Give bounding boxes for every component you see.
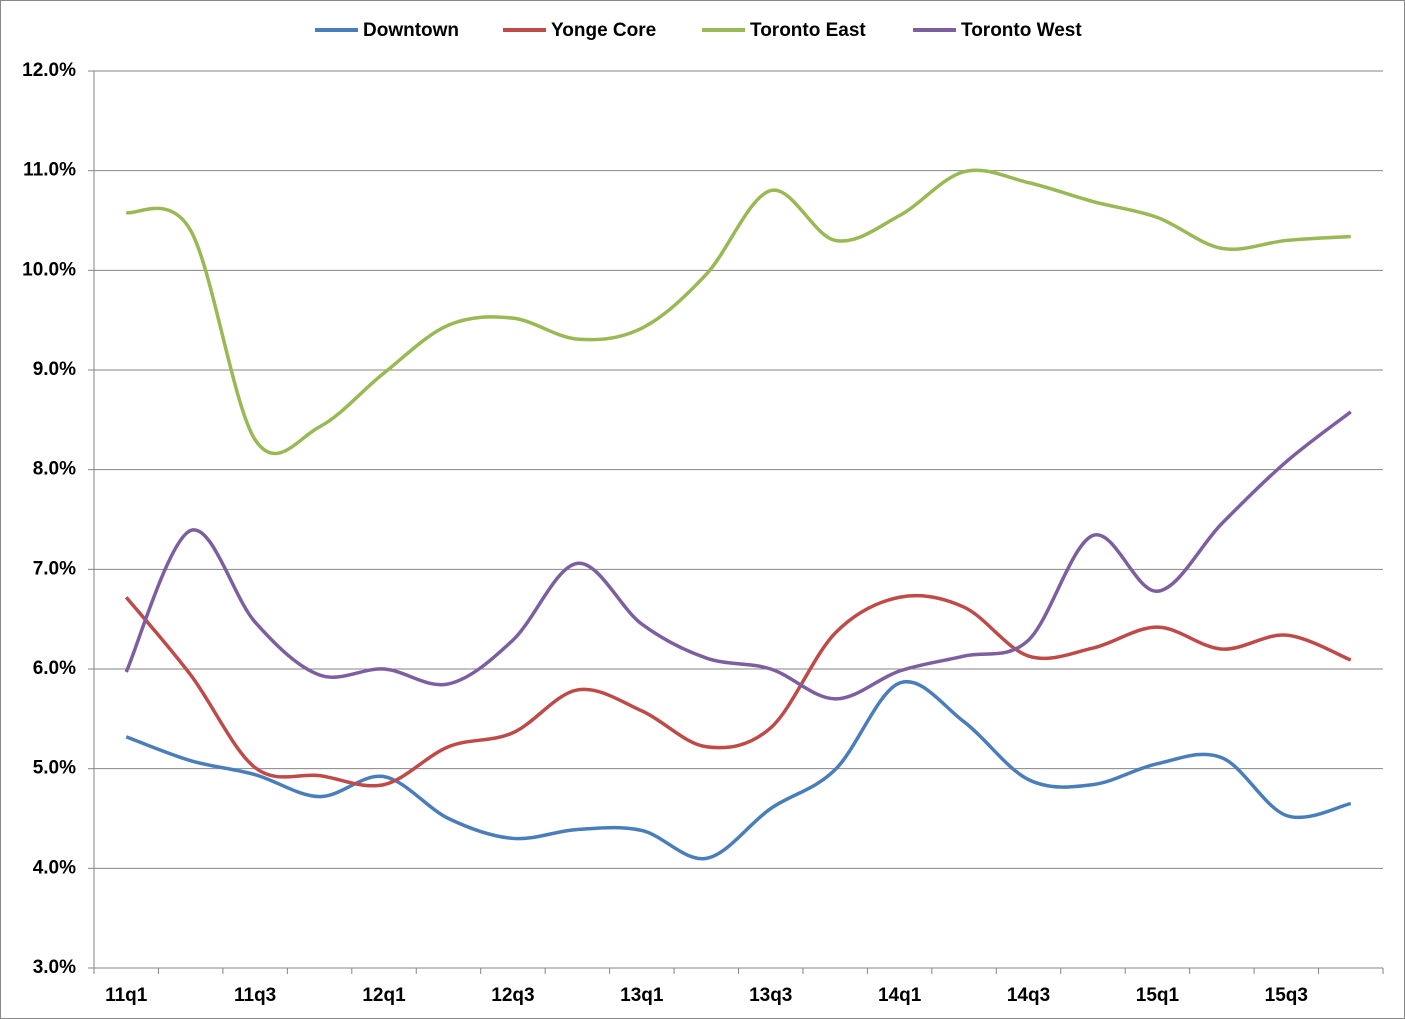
- x-tick-label: 14q1: [878, 985, 922, 1006]
- line-series: [125, 679, 1352, 861]
- legend-label: Toronto East: [750, 20, 866, 41]
- legend-label: Toronto West: [961, 20, 1082, 41]
- x-tick-label: 11q1: [105, 985, 148, 1006]
- legend-label: Downtown: [363, 20, 459, 41]
- y-tick-label: 5.0%: [33, 758, 76, 779]
- x-tick-label: 13q3: [749, 985, 792, 1006]
- y-tick-label: 3.0%: [33, 957, 76, 978]
- x-tick-label: 15q1: [1136, 985, 1180, 1006]
- line-series: [125, 168, 1351, 456]
- y-tick-label: 4.0%: [33, 857, 76, 878]
- x-tick-label: 12q3: [491, 985, 534, 1006]
- y-tick-label: 12.0%: [22, 60, 76, 81]
- x-tick-label: 12q1: [362, 985, 406, 1006]
- line-series: [124, 410, 1352, 701]
- y-tick-label: 10.0%: [22, 259, 76, 280]
- x-tick-label: 13q1: [620, 985, 664, 1006]
- legend-label: Yonge Core: [551, 20, 656, 41]
- line-series: [124, 593, 1352, 788]
- y-tick-label: 7.0%: [33, 558, 76, 579]
- x-tick-label: 11q3: [234, 985, 276, 1006]
- y-tick-label: 8.0%: [33, 459, 76, 480]
- y-tick-label: 11.0%: [23, 160, 76, 181]
- x-tick-label: 15q3: [1265, 985, 1308, 1006]
- x-tick-label: 14q3: [1007, 985, 1050, 1006]
- y-tick-label: 9.0%: [33, 359, 76, 380]
- y-tick-label: 6.0%: [33, 658, 76, 679]
